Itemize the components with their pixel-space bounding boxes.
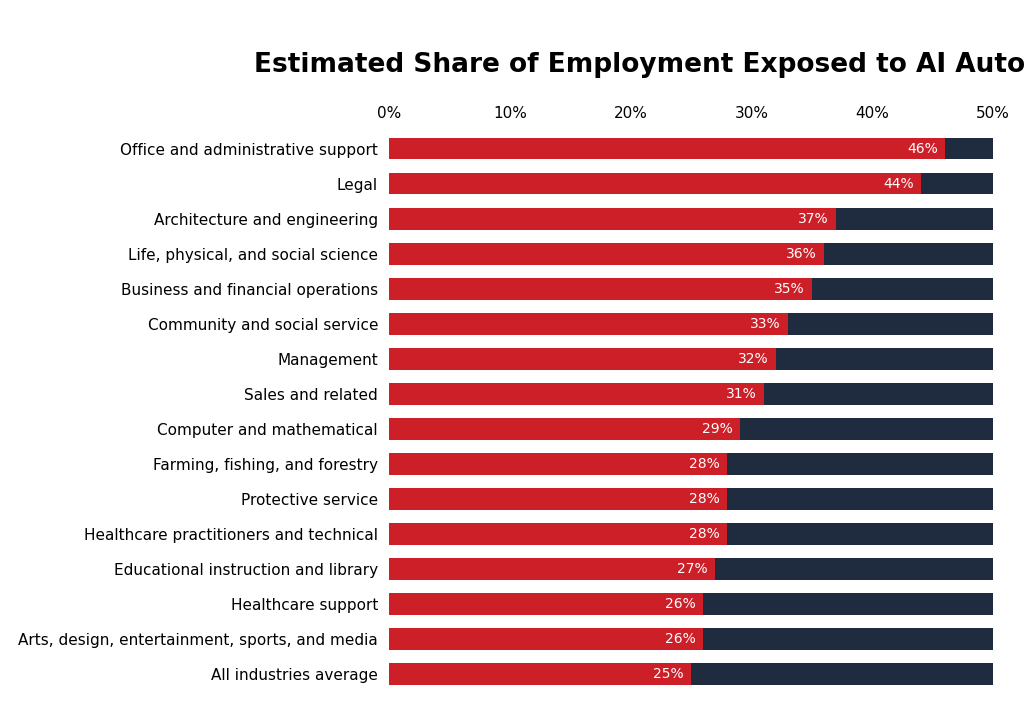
Bar <box>389 313 787 335</box>
Text: 32%: 32% <box>738 352 769 366</box>
Bar <box>389 628 993 649</box>
Text: 28%: 28% <box>689 527 720 541</box>
Bar <box>389 558 716 580</box>
Bar <box>389 593 703 615</box>
Text: 29%: 29% <box>701 422 732 436</box>
Bar <box>389 593 993 615</box>
Bar <box>389 488 993 510</box>
Bar <box>389 663 691 685</box>
Text: 35%: 35% <box>774 281 805 296</box>
Bar <box>389 138 993 160</box>
Text: 26%: 26% <box>666 597 696 610</box>
Text: 37%: 37% <box>799 212 829 225</box>
Bar <box>389 278 812 299</box>
Bar <box>389 663 993 685</box>
Bar <box>389 138 945 160</box>
Text: 31%: 31% <box>726 386 757 401</box>
Bar <box>389 173 921 194</box>
Bar <box>389 628 703 649</box>
Bar <box>389 488 727 510</box>
Text: 28%: 28% <box>689 457 720 471</box>
Bar <box>389 173 993 194</box>
Text: 46%: 46% <box>907 142 938 156</box>
Bar <box>389 523 993 545</box>
Bar <box>389 278 993 299</box>
Text: 28%: 28% <box>689 492 720 506</box>
Bar <box>389 348 993 369</box>
Bar <box>389 208 993 230</box>
Text: 36%: 36% <box>786 247 817 261</box>
Bar <box>389 418 739 440</box>
Bar <box>389 242 824 264</box>
Text: 33%: 33% <box>750 317 780 330</box>
Text: 27%: 27% <box>678 562 709 576</box>
Bar <box>389 383 993 405</box>
Bar <box>389 523 727 545</box>
Bar <box>389 453 727 474</box>
Bar <box>389 242 993 264</box>
Text: 25%: 25% <box>653 666 684 681</box>
Text: 26%: 26% <box>666 632 696 646</box>
Bar <box>389 208 837 230</box>
Bar <box>389 348 776 369</box>
Bar <box>389 383 764 405</box>
Bar <box>389 313 993 335</box>
Bar <box>389 453 993 474</box>
Bar <box>389 418 993 440</box>
Title: Estimated Share of Employment Exposed to AI Automation: Estimated Share of Employment Exposed to… <box>254 52 1024 78</box>
Bar <box>389 558 993 580</box>
Text: 44%: 44% <box>883 177 913 191</box>
